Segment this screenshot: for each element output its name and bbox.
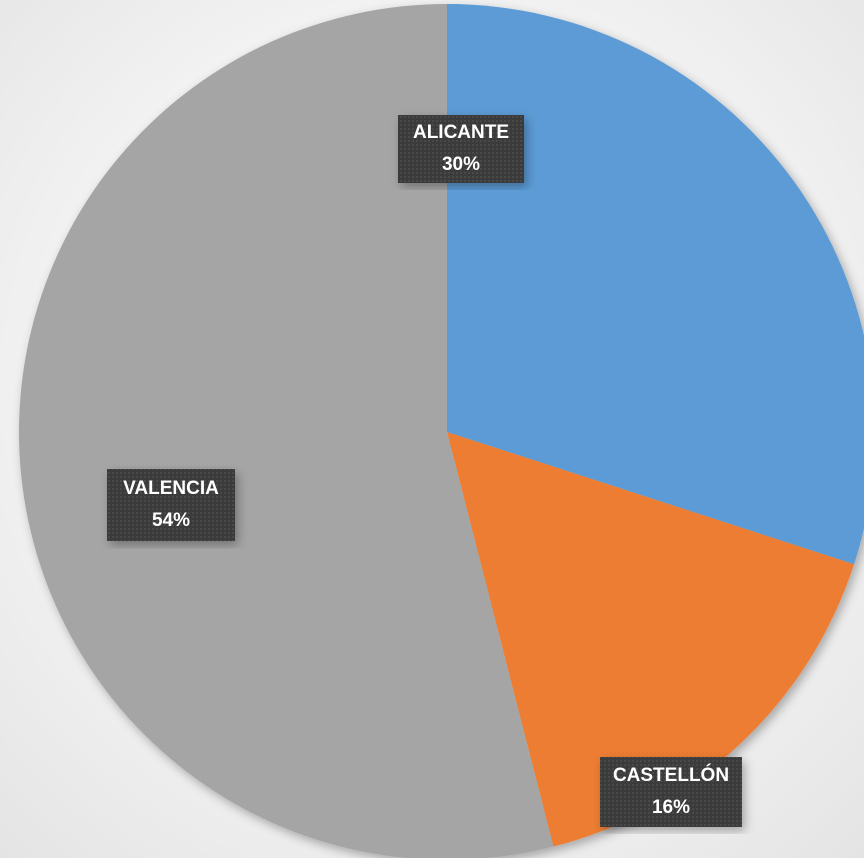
- data-label: ALICANTE 30%: [398, 115, 524, 183]
- pie-slice: [19, 4, 554, 858]
- data-label: VALENCIA 54%: [107, 469, 235, 541]
- pie-slice: [447, 432, 855, 847]
- label-box: [600, 757, 742, 827]
- data-labels: ALICANTE 30% CASTELLÓN 16% VALENCIA 54%: [107, 115, 742, 827]
- pie-slice: [447, 4, 864, 565]
- label-category: VALENCIA: [123, 478, 219, 499]
- label-value: 54%: [152, 510, 190, 531]
- label-category: ALICANTE: [413, 122, 509, 143]
- label-category: CASTELLÓN: [613, 764, 729, 786]
- label-box: [107, 469, 235, 541]
- data-label: CASTELLÓN 16%: [600, 757, 742, 827]
- pie: [19, 4, 864, 858]
- label-value: 30%: [442, 154, 480, 175]
- label-box: [398, 115, 524, 183]
- label-value: 16%: [652, 797, 690, 818]
